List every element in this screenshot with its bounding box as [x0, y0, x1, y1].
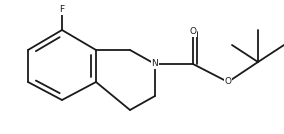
Text: O: O	[189, 27, 197, 36]
Text: O: O	[224, 77, 231, 87]
Text: F: F	[59, 5, 64, 14]
Text: N: N	[152, 59, 158, 68]
